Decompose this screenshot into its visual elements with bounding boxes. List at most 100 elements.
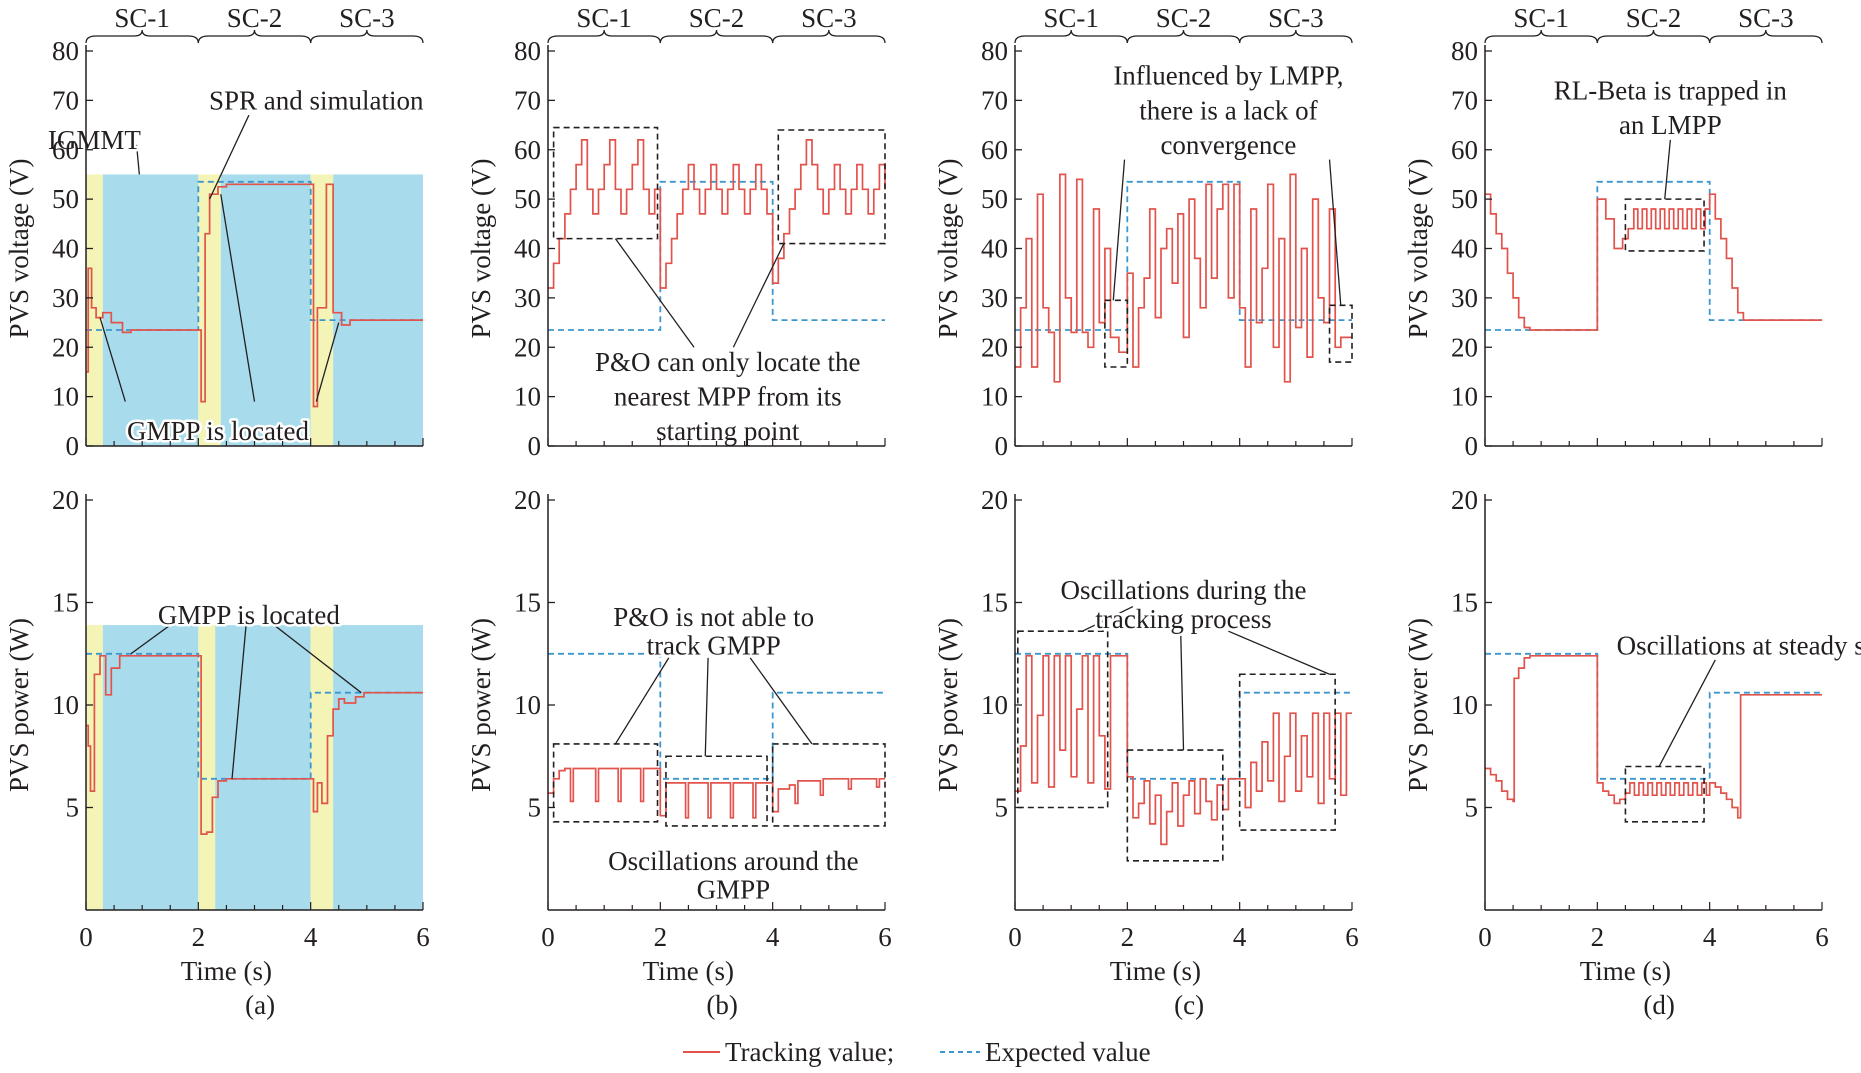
y-tick-label: 20 [514, 485, 541, 515]
scenario-brace [659, 29, 774, 44]
region-igmmt-3 [215, 625, 311, 910]
annotation-text-0: GMPP is located [158, 600, 340, 630]
tracking-line [1485, 193, 1822, 331]
leader-line-1 [732, 243, 785, 348]
y-tick-label: 10 [981, 382, 1008, 412]
y-tick-label: 20 [1451, 485, 1478, 515]
chart-d-power: Oscillations at steady state5101520PVS p… [1403, 485, 1861, 1020]
y-tick-label: 0 [66, 431, 80, 461]
tracking-line [1015, 173, 1352, 383]
x-tick-label: 6 [1815, 922, 1829, 952]
leader-line-0 [1112, 159, 1126, 301]
annotation-text-0: IGMMT [48, 125, 142, 155]
scenario-label: SC-1 [1513, 3, 1569, 33]
y-axis-label: PVS power (W) [1403, 618, 1433, 792]
region-igmmt-3 [220, 174, 311, 446]
annotation-text-1: there is a lack of [1139, 95, 1317, 125]
annotation-text-2: convergence [1160, 130, 1296, 160]
leader-line-0 [1664, 139, 1671, 200]
y-tick-label: 30 [1451, 283, 1478, 313]
x-tick-label: 4 [766, 922, 780, 952]
scenario-brace [310, 29, 424, 44]
y-tick-label: 30 [52, 283, 79, 313]
leader-line-1 [208, 114, 250, 200]
y-axis-label: PVS power (W) [4, 618, 34, 792]
x-tick-label: 2 [192, 922, 206, 952]
scenario-label: SC-2 [227, 3, 283, 33]
panel-caption: (a) [245, 990, 275, 1020]
annotation-text-2: Oscillations around the [608, 846, 858, 876]
x-tick-label: 0 [79, 922, 93, 952]
y-axis-label: PVS voltage (V) [1403, 159, 1433, 339]
region-igmmt-5 [333, 174, 423, 446]
scenario-label: SC-2 [1626, 3, 1682, 33]
annotation-text-1: tracking process [1095, 604, 1271, 634]
y-axis-label: PVS power (W) [933, 618, 963, 792]
scenario-brace [1126, 29, 1241, 44]
y-axis-label: PVS voltage (V) [933, 159, 963, 339]
x-tick-label: 0 [1478, 922, 1492, 952]
scenario-brace [772, 29, 886, 44]
annotation-box-0 [552, 743, 659, 823]
annotation-box-1 [665, 755, 768, 827]
tracking-line [1015, 654, 1352, 846]
y-tick-label: 10 [1451, 690, 1478, 720]
scenario-label: SC-1 [1043, 3, 1099, 33]
annotation-text-1: nearest MPP from its [614, 382, 842, 412]
annotation-text-2: GMPP is located [127, 416, 309, 446]
y-tick-label: 0 [995, 431, 1009, 461]
x-tick-label: 2 [1591, 922, 1605, 952]
tracking-line [548, 139, 886, 289]
tracking-line [86, 654, 423, 835]
y-tick-label: 10 [52, 690, 79, 720]
y-tick-label: 20 [514, 332, 541, 362]
scenario-label: SC-3 [1738, 3, 1794, 33]
leader-line-2 [749, 657, 813, 745]
chart-b-voltage: P&O can only locate the nearest MPP from … [466, 3, 886, 461]
annotation-box-1 [777, 129, 886, 245]
chart-c-voltage: Influenced by LMPP, there is a lack of con… [933, 3, 1353, 461]
y-tick-label: 80 [514, 36, 541, 66]
y-tick-label: 20 [52, 332, 79, 362]
legend-tracking-label: Tracking value; [725, 1037, 894, 1067]
scenario-brace [1484, 29, 1598, 44]
y-tick-label: 40 [1451, 234, 1478, 264]
leader-line-0 [614, 657, 670, 745]
leader-line-4 [315, 322, 340, 402]
y-tick-label: 70 [514, 85, 541, 115]
y-tick-label: 15 [981, 588, 1008, 618]
y-tick-label: 60 [1451, 135, 1478, 165]
leader-line-1 [1328, 159, 1342, 306]
legend-expected-label: Expected value [985, 1037, 1151, 1067]
y-axis-label: PVS power (W) [466, 618, 496, 792]
annotation-text-1: SPR and simulation [209, 85, 424, 115]
y-tick-label: 80 [52, 36, 79, 66]
annotation-text-2: starting point [656, 416, 800, 446]
tracking-line [86, 183, 423, 408]
scenario-brace [547, 29, 661, 44]
scenario-label: SC-2 [689, 3, 745, 33]
scenario-label: SC-3 [1268, 3, 1324, 33]
expected-line [1485, 180, 1822, 331]
annotation-text-0: P&O is not able to [613, 602, 814, 632]
y-tick-label: 70 [1451, 85, 1478, 115]
leader-line-0 [1658, 659, 1716, 767]
x-axis-label: Time (s) [1580, 956, 1671, 986]
region-spr-4 [310, 174, 334, 446]
annotation-box-0 [552, 126, 659, 240]
y-tick-label: 50 [981, 184, 1008, 214]
y-axis-label: PVS voltage (V) [4, 159, 34, 339]
leader-line-0 [135, 144, 141, 175]
expected-line [1015, 652, 1352, 780]
annotation-box-1 [1328, 304, 1353, 363]
y-tick-label: 0 [1465, 431, 1479, 461]
scenario-label: SC-2 [1156, 3, 1212, 33]
y-tick-label: 15 [1451, 588, 1478, 618]
leader-line-0 [130, 624, 171, 655]
y-tick-label: 50 [52, 184, 79, 214]
y-tick-label: 40 [52, 234, 79, 264]
y-tick-label: 80 [981, 36, 1008, 66]
leader-line-1 [1180, 631, 1185, 751]
x-axis-label: Time (s) [181, 956, 272, 986]
